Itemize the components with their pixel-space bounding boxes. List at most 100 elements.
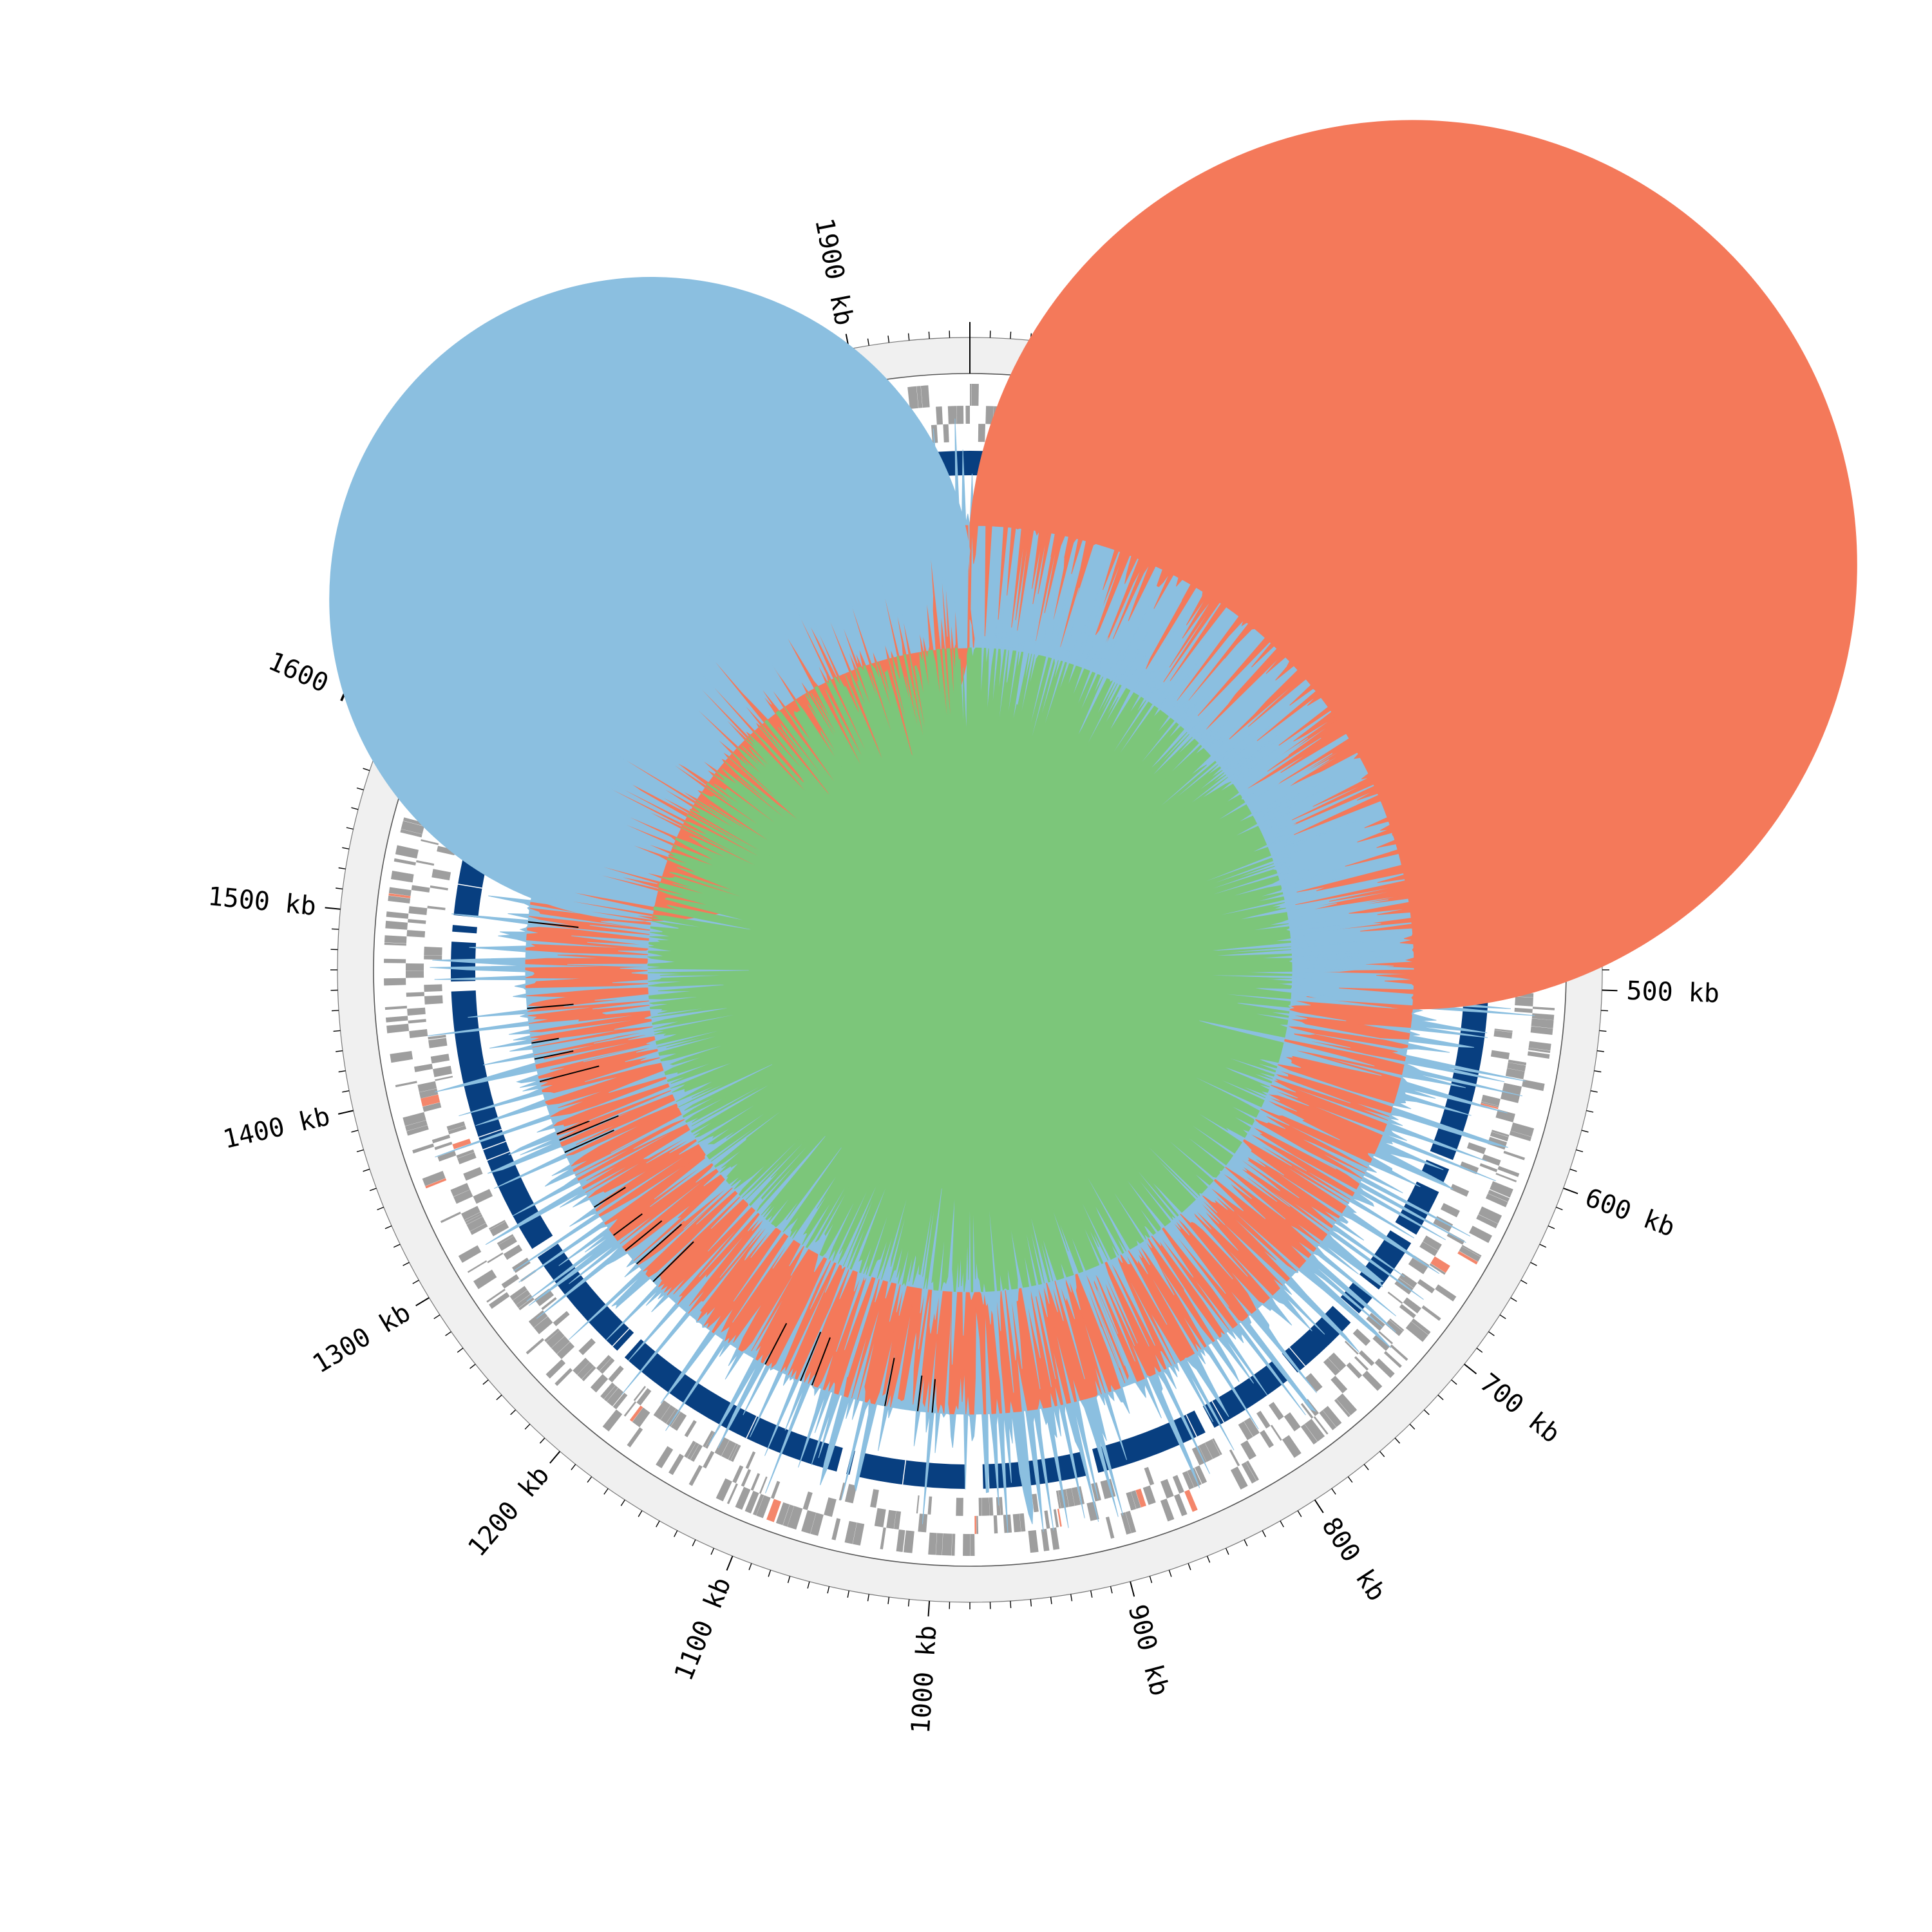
cds-feature: [424, 995, 443, 1005]
cds-feature: [386, 1023, 410, 1034]
cds-feature: [632, 1407, 650, 1428]
cds-feature: [393, 858, 416, 866]
minor-tick: [1030, 1599, 1032, 1607]
tick-label: 700 kb: [1474, 1368, 1566, 1449]
minor-tick: [1548, 1225, 1555, 1229]
cds-feature: [1405, 1321, 1428, 1342]
rna-feature: [766, 1499, 781, 1522]
cds-feature: [408, 906, 428, 915]
cds-feature: [602, 1409, 623, 1432]
rna-feature: [452, 1139, 471, 1150]
cds-feature: [1305, 1373, 1323, 1392]
cds-feature: [721, 1440, 736, 1460]
cds-feature: [440, 1211, 461, 1224]
cds-feature: [458, 1245, 482, 1263]
cds-feature: [838, 1482, 846, 1501]
cds-feature: [473, 1189, 493, 1204]
minor-tick: [1010, 331, 1012, 339]
cds-feature: [801, 1510, 817, 1534]
cds-feature: [1497, 1166, 1520, 1177]
cds-feature: [874, 1508, 886, 1528]
minor-tick: [1437, 1394, 1444, 1401]
cds-feature: [1105, 1517, 1115, 1539]
cds-feature: [407, 1007, 426, 1016]
rna-feature: [388, 893, 411, 898]
cds-feature: [703, 1430, 714, 1448]
marker-tick: [564, 1130, 614, 1153]
marker-tick: [764, 1323, 788, 1365]
minor-tick: [363, 768, 370, 772]
minor-tick: [524, 1423, 531, 1430]
cds-feature: [422, 1102, 442, 1112]
cds-feature: [844, 1484, 857, 1504]
tick-label: 600 kb: [1581, 1183, 1678, 1243]
cds-feature: [684, 1420, 697, 1437]
cds-feature: [824, 1497, 837, 1517]
cds-feature: [402, 1112, 426, 1126]
cds-feature: [684, 1441, 696, 1458]
minor-tick: [1539, 1244, 1547, 1248]
cds-feature: [406, 992, 424, 997]
minor-tick: [369, 1188, 377, 1191]
minor-tick: [1423, 1409, 1430, 1416]
cds-feature: [1331, 1376, 1348, 1394]
cds-feature: [390, 1050, 413, 1063]
minor-tick: [346, 827, 354, 830]
gc-skew-track: [329, 277, 1394, 1394]
cds-feature: [1322, 1406, 1342, 1427]
cds-feature: [435, 1075, 453, 1081]
cds-feature: [422, 1171, 446, 1186]
cds-feature: [578, 1338, 596, 1356]
cds-feature: [1417, 1279, 1435, 1294]
cds-feature: [446, 1121, 466, 1131]
cds-feature: [894, 1511, 902, 1530]
cds-feature: [1494, 1028, 1513, 1032]
major-tick: [325, 907, 341, 910]
minor-tick: [1488, 1331, 1495, 1336]
cds-feature: [985, 406, 994, 424]
cds-feature: [931, 424, 938, 444]
cds-feature: [802, 1492, 813, 1510]
cds-feature: [728, 1443, 739, 1461]
minor-tick: [539, 1437, 545, 1444]
cds-feature: [916, 1495, 920, 1514]
major-tick: [1602, 989, 1618, 992]
minor-tick: [1599, 1030, 1607, 1032]
contig-separator: [486, 1151, 510, 1161]
cds-feature: [1256, 1410, 1271, 1429]
cds-feature: [775, 1502, 790, 1526]
cds-feature: [1490, 1181, 1513, 1198]
cds-feature: [1142, 1485, 1156, 1505]
cds-feature: [551, 1336, 570, 1354]
contig-separator: [482, 1141, 506, 1151]
major-tick: [1563, 1188, 1578, 1195]
cds-feature: [501, 1274, 520, 1289]
cds-feature: [1385, 1320, 1403, 1336]
minor-tick: [1050, 1596, 1052, 1604]
minor-tick: [333, 1030, 341, 1032]
cds-feature: [844, 1520, 857, 1544]
minor-tick: [1409, 1423, 1416, 1430]
major-tick: [927, 1600, 931, 1616]
cds-feature: [1372, 1334, 1390, 1351]
cds-feature: [437, 846, 456, 856]
cds-feature: [1514, 1007, 1533, 1013]
cds-feature: [473, 1269, 497, 1289]
cds-feature: [1515, 996, 1533, 1007]
cds-feature: [386, 1016, 408, 1023]
cds-feature: [1198, 1443, 1213, 1463]
cds-feature: [1450, 1184, 1470, 1197]
major-tick: [726, 1555, 734, 1571]
contig-separator: [1340, 1297, 1359, 1314]
cds-feature: [1345, 1340, 1359, 1355]
cds-feature: [1283, 1412, 1301, 1432]
cds-feature: [1459, 1161, 1479, 1175]
cds-feature: [965, 405, 970, 424]
cds-feature: [509, 1285, 527, 1301]
minor-tick: [1188, 1563, 1191, 1571]
cds-feature: [1399, 1273, 1417, 1289]
cds-feature: [920, 385, 930, 408]
minor-tick: [336, 887, 343, 890]
cds-feature: [770, 1481, 781, 1499]
cds-feature: [403, 817, 426, 826]
